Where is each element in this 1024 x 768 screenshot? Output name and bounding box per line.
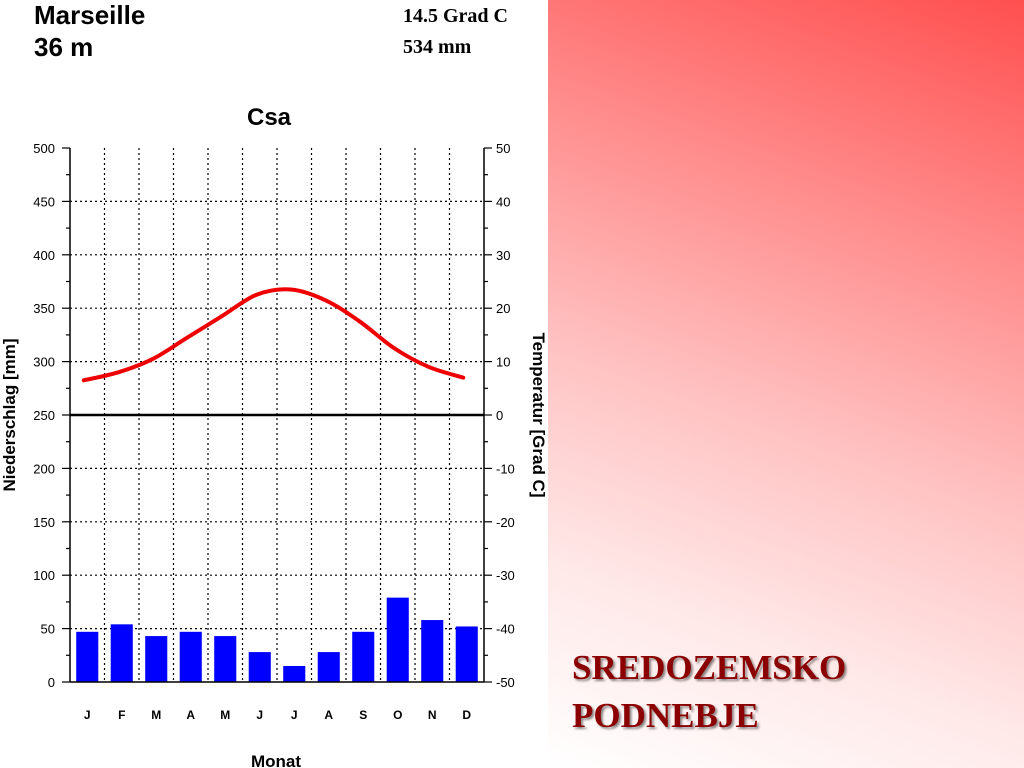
temperature-curve <box>81 287 466 383</box>
temperature-point <box>185 336 189 340</box>
y-tick-label: 400 <box>33 248 55 263</box>
precipitation-bar <box>421 620 444 682</box>
temperature-axis: -50 -40 -30 -20 -10 0 10 20 30 40 50 <box>484 141 515 690</box>
month-label: F <box>118 708 125 722</box>
month-label: J <box>256 708 263 722</box>
temperature-point <box>358 320 362 324</box>
slide-title: SREDOZEMSKO PODNEBJE <box>572 644 846 740</box>
y2-tick-label: 50 <box>496 141 510 156</box>
y-tick-label: 50 <box>41 622 55 637</box>
month-label: O <box>393 708 402 722</box>
y2-tick-label: 30 <box>496 248 510 263</box>
precipitation-bar <box>179 631 202 682</box>
y-tick-label: 300 <box>33 355 55 370</box>
y2-axis-label: Temperatur [Grad C] <box>529 333 548 498</box>
y-tick-label: 200 <box>33 461 55 476</box>
y2-tick-label: 0 <box>496 408 503 423</box>
month-label: J <box>291 708 298 722</box>
precipitation-bar <box>145 636 168 682</box>
precipitation-bar <box>248 652 271 682</box>
y-tick-label: 500 <box>33 141 55 156</box>
chart-panel: Marseille 36 m 14.5 Grad C 534 mm Csa 0 5… <box>0 0 548 768</box>
y-tick-label: 450 <box>33 194 55 209</box>
y-tick-label: 0 <box>48 675 55 690</box>
precipitation-bar <box>214 636 237 682</box>
y-tick-label: 100 <box>33 568 55 583</box>
chart-title: Csa <box>247 104 292 131</box>
temperature-point <box>220 314 224 318</box>
slide-title-line1: SREDOZEMSKO <box>572 648 847 687</box>
mean-temperature: 14.5 Grad C <box>403 5 508 27</box>
precipitation-bar <box>386 597 409 682</box>
month-label: N <box>428 708 437 722</box>
y-axis-label: Niederschlag [mm] <box>0 338 19 491</box>
temperature-point <box>289 288 293 292</box>
precipitation-axis: 0 50 100 150 200 250 300 350 400 450 500 <box>33 141 70 690</box>
y2-tick-label: 20 <box>496 301 510 316</box>
slide-title-line2: PODNEBJE <box>572 696 759 735</box>
temperature-point <box>392 346 396 350</box>
precipitation-bar <box>352 631 375 682</box>
y2-tick-label: -10 <box>496 461 515 476</box>
y-tick-label: 350 <box>33 301 55 316</box>
precipitation-bar <box>455 626 478 682</box>
y2-tick-label: -40 <box>496 622 515 637</box>
month-label: A <box>186 708 195 722</box>
temperature-point <box>151 357 155 361</box>
month-label: A <box>324 708 333 722</box>
temperature-point <box>427 365 431 369</box>
temperature-point <box>461 376 465 380</box>
y2-tick-label: 40 <box>496 194 510 209</box>
annual-precipitation: 534 mm <box>403 36 472 58</box>
station-altitude: 36 m <box>34 32 94 62</box>
temperature-point <box>254 293 258 297</box>
y2-tick-label: 10 <box>496 355 510 370</box>
precipitation-bar <box>317 652 340 682</box>
precipitation-bars <box>76 597 478 682</box>
temperature-point <box>82 378 86 382</box>
temperature-line <box>81 287 466 383</box>
precipitation-bar <box>283 665 306 682</box>
month-label: D <box>462 708 471 722</box>
y2-tick-label: -30 <box>496 568 515 583</box>
y-tick-label: 250 <box>33 408 55 423</box>
temperature-point <box>116 370 120 374</box>
month-label: S <box>359 708 367 722</box>
y2-tick-label: -50 <box>496 675 515 690</box>
title-panel <box>548 0 1024 768</box>
station-name: Marseille <box>34 0 146 30</box>
precipitation-bar <box>110 624 133 682</box>
y-tick-label: 150 <box>33 515 55 530</box>
month-label: J <box>84 708 91 722</box>
month-label: M <box>151 708 161 722</box>
y2-tick-label: -20 <box>496 515 515 530</box>
month-label: M <box>220 708 230 722</box>
x-axis-label: Monat <box>251 752 301 768</box>
precipitation-bar <box>76 631 99 682</box>
temperature-point <box>323 298 327 302</box>
